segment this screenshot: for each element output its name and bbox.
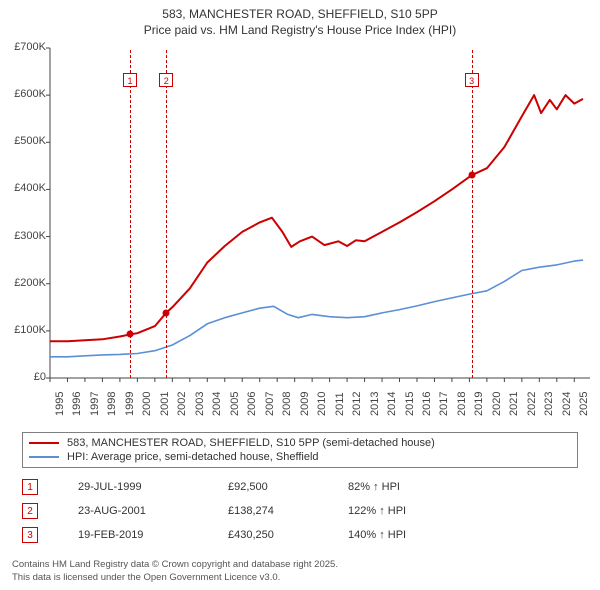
sale-marker-line [130,50,131,378]
sales-row: 2 23-AUG-2001 £138,274 122% ↑ HPI [22,499,578,523]
x-axis-label: 2002 [176,392,188,416]
x-axis-label: 2017 [438,392,450,416]
x-axis-label: 2007 [264,392,276,416]
y-axis-label: £700K [0,41,46,53]
sale-marker-dot [127,331,134,338]
sale-pct: 122% ↑ HPI [348,505,468,517]
x-axis-label: 2003 [194,392,206,416]
footnote-line-1: Contains HM Land Registry data © Crown c… [12,559,338,571]
sale-marker-line [472,50,473,378]
x-axis-label: 2006 [246,392,258,416]
x-axis-label: 2009 [299,392,311,416]
x-axis-label: 2023 [543,392,555,416]
x-axis-label: 2015 [404,392,416,416]
x-axis-label: 2021 [508,392,520,416]
x-axis-label: 2013 [369,392,381,416]
x-axis-label: 2022 [526,392,538,416]
sale-marker-number: 1 [22,479,38,495]
y-axis-label: £300K [0,230,46,242]
x-axis-label: 2014 [386,392,398,416]
x-axis-label: 1997 [89,392,101,416]
y-axis-label: £600K [0,88,46,100]
sale-marker-box: 2 [159,73,173,87]
sale-price: £430,250 [228,529,348,541]
x-axis-label: 1995 [54,392,66,416]
sale-marker-line [166,50,167,378]
x-axis-label: 2010 [316,392,328,416]
x-axis-label: 2011 [334,392,346,416]
page-container: 583, MANCHESTER ROAD, SHEFFIELD, S10 5PP… [0,0,600,590]
sales-row: 3 19-FEB-2019 £430,250 140% ↑ HPI [22,523,578,547]
sale-date: 23-AUG-2001 [78,505,228,517]
sale-marker-box: 1 [123,73,137,87]
y-axis-label: £0 [0,371,46,383]
sales-table: 1 29-JUL-1999 £92,500 82% ↑ HPI 2 23-AUG… [22,475,578,547]
legend-box: 583, MANCHESTER ROAD, SHEFFIELD, S10 5PP… [22,432,578,468]
sale-date: 19-FEB-2019 [78,529,228,541]
x-axis-label: 2004 [211,392,223,416]
x-axis-label: 2018 [456,392,468,416]
footnote: Contains HM Land Registry data © Crown c… [12,559,338,584]
x-axis-label: 1999 [124,392,136,416]
sale-marker-number: 3 [22,527,38,543]
sale-date: 29-JUL-1999 [78,481,228,493]
title-line-2: Price paid vs. HM Land Registry's House … [0,22,600,38]
footnote-line-2: This data is licensed under the Open Gov… [12,572,338,584]
sale-pct: 82% ↑ HPI [348,481,468,493]
x-axis-label: 2008 [281,392,293,416]
x-axis-label: 2024 [561,392,573,416]
x-axis-label: 2012 [351,392,363,416]
x-axis-label: 2005 [229,392,241,416]
legend-label: 583, MANCHESTER ROAD, SHEFFIELD, S10 5PP… [67,437,435,449]
x-axis-label: 2025 [578,392,590,416]
legend-swatch [29,456,59,458]
x-axis-label: 1998 [106,392,118,416]
sale-marker-dot [163,309,170,316]
title-block: 583, MANCHESTER ROAD, SHEFFIELD, S10 5PP… [0,0,600,38]
x-axis-label: 2001 [159,392,171,416]
y-axis-label: £200K [0,277,46,289]
x-axis-label: 2000 [141,392,153,416]
x-axis-label: 2019 [473,392,485,416]
legend-row: 583, MANCHESTER ROAD, SHEFFIELD, S10 5PP… [29,436,571,450]
x-axis-label: 1996 [71,392,83,416]
sale-price: £138,274 [228,505,348,517]
x-axis-label: 2016 [421,392,433,416]
legend-row: HPI: Average price, semi-detached house,… [29,450,571,464]
sale-marker-number: 2 [22,503,38,519]
sale-pct: 140% ↑ HPI [348,529,468,541]
legend-swatch [29,442,59,444]
sale-price: £92,500 [228,481,348,493]
x-axis-label: 2020 [491,392,503,416]
legend-label: HPI: Average price, semi-detached house,… [67,451,319,463]
y-axis-label: £100K [0,324,46,336]
sale-marker-dot [468,172,475,179]
chart-area: £0 £100K £200K £300K £400K £500K £600K £700K 199… [0,38,600,428]
sale-marker-box: 3 [465,73,479,87]
y-axis-label: £500K [0,135,46,147]
y-axis-label: £400K [0,182,46,194]
sales-row: 1 29-JUL-1999 £92,500 82% ↑ HPI [22,475,578,499]
title-line-1: 583, MANCHESTER ROAD, SHEFFIELD, S10 5PP [0,6,600,22]
